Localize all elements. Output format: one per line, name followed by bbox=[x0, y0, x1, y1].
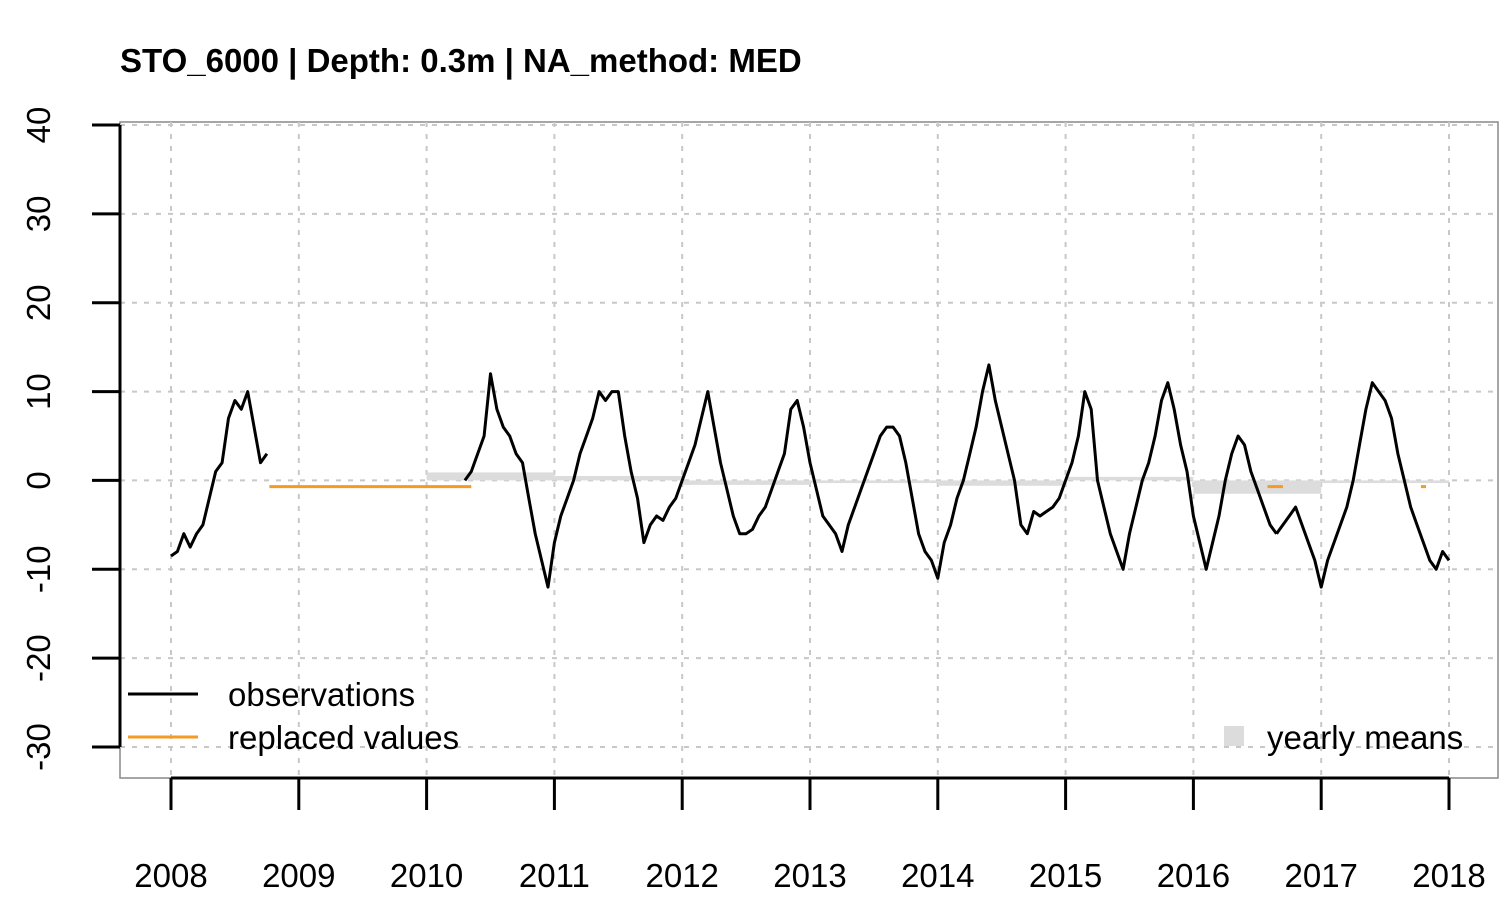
y-tick-label: -30 bbox=[20, 723, 57, 771]
legend-swatch-yearly-means bbox=[1224, 726, 1244, 746]
x-tick-label: 2009 bbox=[262, 857, 335, 894]
x-tick-label: 2010 bbox=[390, 857, 463, 894]
observations-line bbox=[170, 390, 269, 558]
legend-label: observations bbox=[228, 676, 415, 713]
chart-title: STO_6000 | Depth: 0.3m | NA_method: MED bbox=[120, 42, 802, 79]
yearly-mean-band bbox=[554, 475, 683, 481]
x-tick-label: 2012 bbox=[645, 857, 718, 894]
y-tick-label: -10 bbox=[20, 545, 57, 593]
yearly-mean-band bbox=[426, 472, 555, 481]
x-tick-label: 2008 bbox=[134, 857, 207, 894]
yearly-mean-band bbox=[810, 480, 938, 484]
legend-label: yearly means bbox=[1267, 719, 1463, 756]
x-tick-label: 2017 bbox=[1284, 857, 1357, 894]
x-tick-label: 2014 bbox=[901, 857, 974, 894]
yearly-mean-band bbox=[682, 480, 810, 485]
x-tick-label: 2016 bbox=[1157, 857, 1230, 894]
x-tick-label: 2015 bbox=[1029, 857, 1102, 894]
y-tick-label: 40 bbox=[20, 107, 57, 144]
yearly-means-layer bbox=[426, 472, 1449, 494]
legend-label: replaced values bbox=[228, 719, 459, 756]
x-tick-label: 2013 bbox=[773, 857, 846, 894]
series-layer bbox=[170, 363, 1451, 589]
legend: observations replaced values yearly means bbox=[128, 676, 1463, 756]
y-tick-label: 20 bbox=[20, 284, 57, 321]
yearly-mean-band bbox=[937, 480, 1066, 486]
yearly-mean-band bbox=[1321, 480, 1449, 484]
axes: -30 -20 -10 0 10 20 30 40 2008 2009 2010 2011 2012 20… bbox=[20, 107, 1486, 894]
y-tick-label: -20 bbox=[20, 634, 57, 682]
x-tick-label: 2011 bbox=[519, 857, 590, 894]
y-tick-label: 10 bbox=[20, 373, 57, 410]
yearly-mean-band bbox=[1065, 476, 1194, 481]
observations-line bbox=[463, 363, 1278, 589]
y-tick-label: 0 bbox=[20, 471, 57, 489]
observations-line bbox=[1275, 381, 1451, 589]
x-tick-label: 2018 bbox=[1412, 857, 1485, 894]
y-tick-label: 30 bbox=[20, 195, 57, 232]
